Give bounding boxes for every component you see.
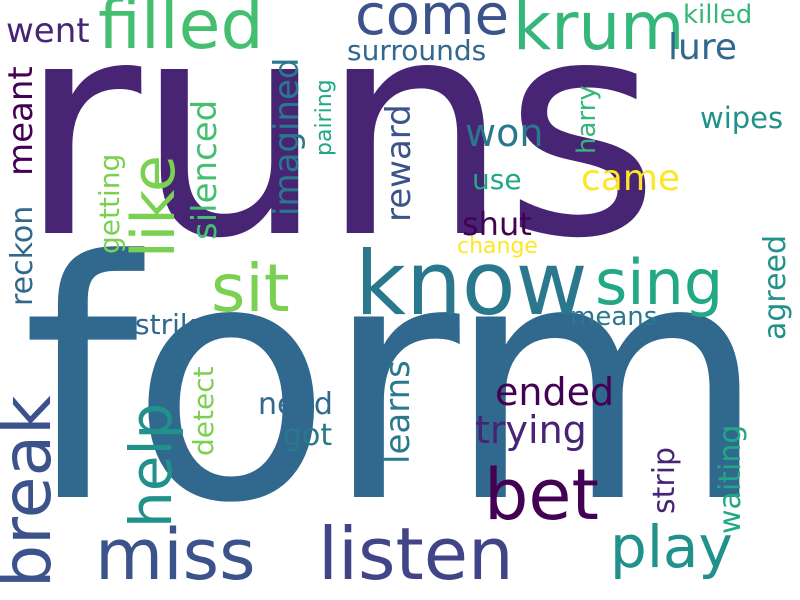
word-harry: harry bbox=[572, 85, 602, 154]
word-got: got bbox=[283, 418, 333, 453]
word-listen: listen bbox=[318, 512, 514, 596]
word-help: help bbox=[117, 402, 185, 528]
word-imagined: imagined bbox=[267, 57, 307, 216]
word-like: like bbox=[119, 155, 189, 258]
word-pairing: pairing bbox=[312, 79, 337, 156]
word-ended: ended bbox=[495, 370, 615, 414]
word-need: need bbox=[258, 387, 333, 422]
word-came: came bbox=[581, 158, 681, 199]
word-bet: bet bbox=[484, 454, 599, 536]
word-killed: killed bbox=[683, 0, 753, 30]
word-strip: strip bbox=[647, 446, 682, 514]
word-won: won bbox=[465, 111, 544, 155]
word-trying: trying bbox=[475, 408, 587, 452]
word-getting: getting bbox=[93, 153, 126, 254]
word-surrounds: surrounds bbox=[347, 34, 487, 67]
word-means: means bbox=[570, 302, 658, 332]
word-went: went bbox=[6, 11, 90, 51]
word-learns: learns bbox=[378, 360, 418, 464]
word-agreed: agreed bbox=[758, 234, 793, 340]
word-reckon: reckon bbox=[5, 205, 40, 306]
word-play: play bbox=[610, 513, 733, 581]
word-sit: sit bbox=[211, 250, 290, 327]
word-wipes: wipes bbox=[700, 101, 784, 135]
word-use: use bbox=[472, 163, 522, 196]
word-break: break bbox=[0, 395, 67, 588]
word-silenced: silenced bbox=[185, 99, 225, 240]
word-miss: miss bbox=[95, 514, 256, 596]
word-waiting: waiting bbox=[713, 424, 748, 534]
word-sing: sing bbox=[595, 246, 724, 319]
word-meant: meant bbox=[1, 66, 41, 176]
word-know: know bbox=[355, 232, 588, 335]
word-come: come bbox=[355, 0, 510, 48]
word-lure: lure bbox=[668, 27, 737, 68]
word-shut: shut bbox=[462, 205, 532, 243]
word-detect: detect bbox=[187, 366, 220, 456]
word-reward: reward bbox=[379, 104, 419, 222]
word-form: form bbox=[22, 191, 767, 575]
word-change: change bbox=[457, 234, 538, 259]
word-strike: strike bbox=[135, 308, 213, 341]
word-filled: filled bbox=[98, 0, 264, 65]
word-krum: krum bbox=[513, 0, 685, 65]
word-runs: runs bbox=[18, 0, 660, 304]
